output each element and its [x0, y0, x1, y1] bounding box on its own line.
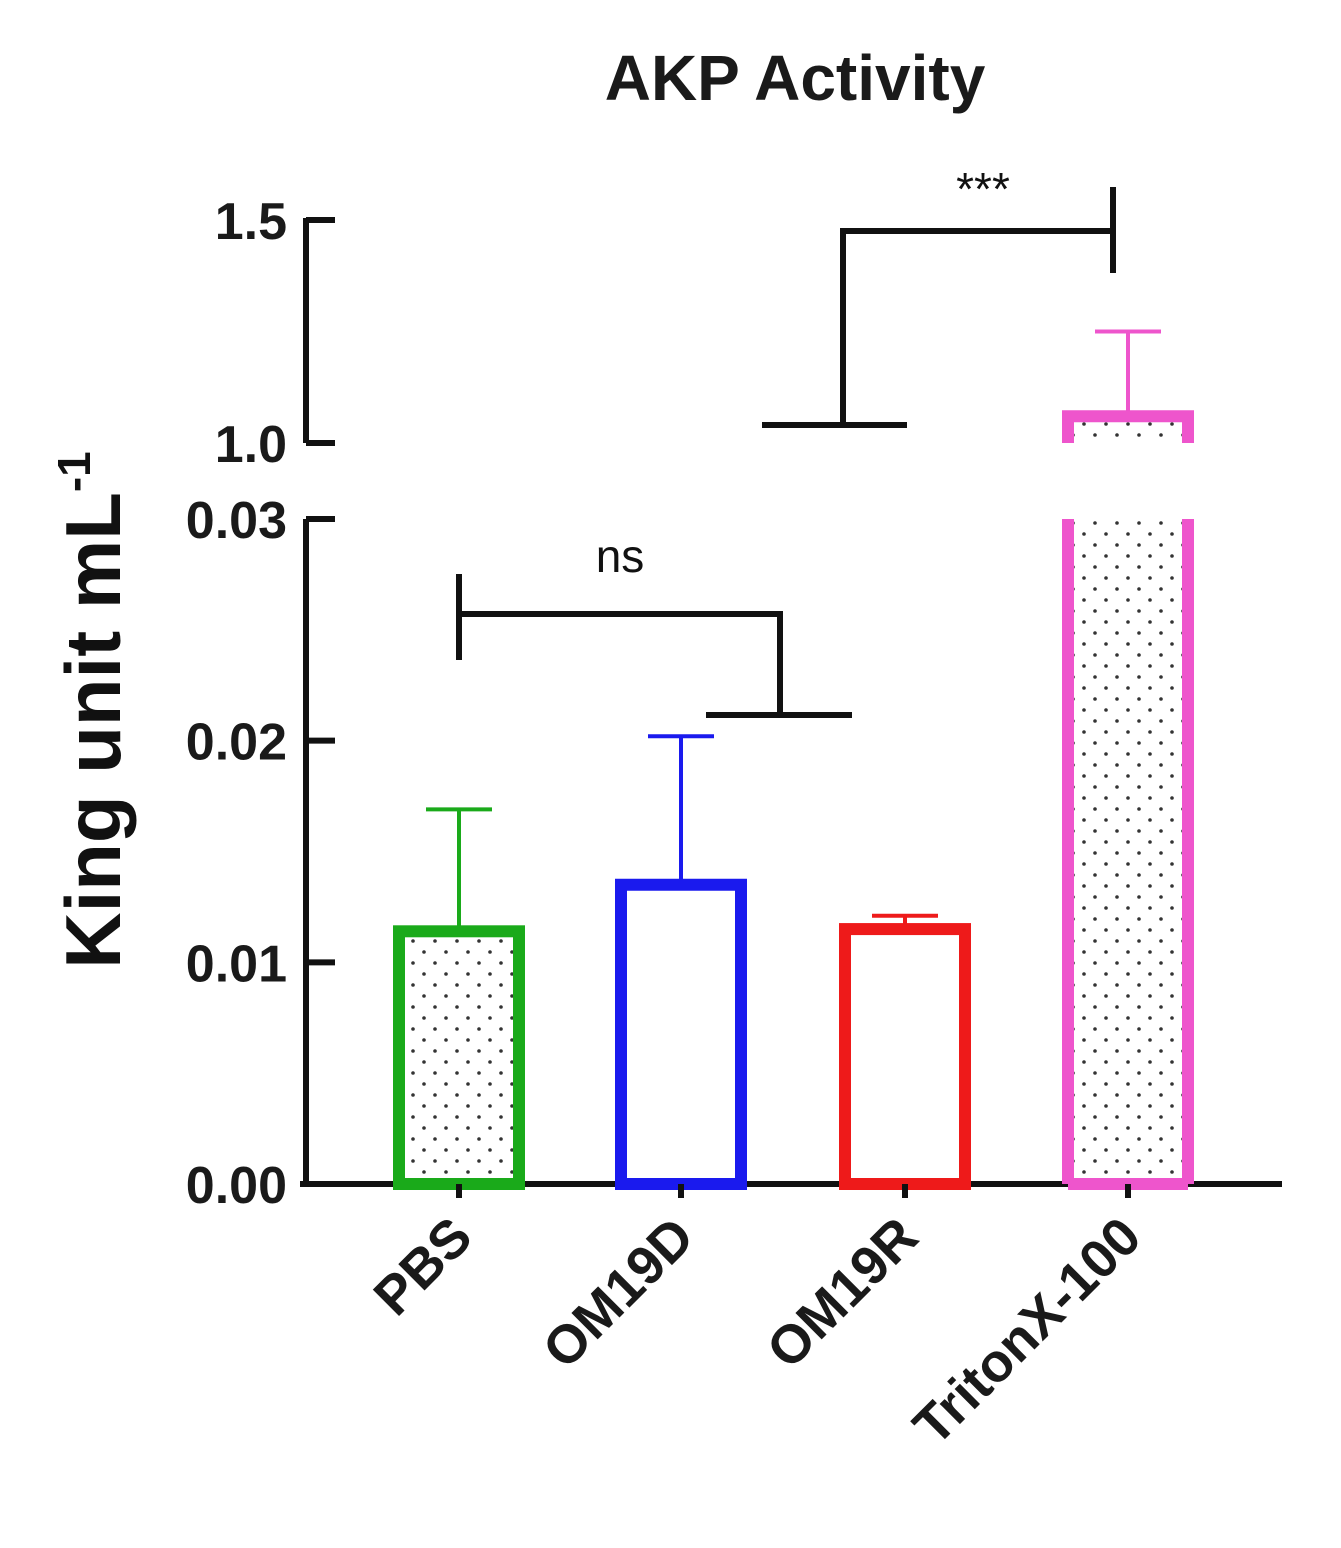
- y-tick-label: 0.02: [186, 714, 287, 772]
- y-tick-label: 0.01: [186, 935, 287, 993]
- significance-brackets: ns ***: [456, 163, 1116, 718]
- y-tick-label: 1.5: [215, 193, 287, 251]
- bar-body-lower: [1068, 519, 1188, 1184]
- svg-text:King unit mL-1: King unit mL-1: [48, 451, 137, 968]
- ns-label: ns: [596, 530, 645, 582]
- bar-tritonx-100: [1062, 329, 1194, 1190]
- bar-om19r: [839, 913, 971, 1190]
- bar-om19d: [615, 734, 747, 1190]
- bar-pbs: [393, 807, 525, 1190]
- y-ticks: 0.00 0.01 0.02 0.03 1.0 1.5: [186, 193, 335, 1215]
- bars: [393, 329, 1194, 1190]
- triple-star-bracket: [762, 187, 1116, 428]
- x-tick-label-tritonx-100: TritonX-100: [902, 1206, 1152, 1456]
- bar-outline-upper: [1062, 410, 1194, 443]
- bar-body: [393, 925, 525, 1190]
- y-axis-label: King unit mL-1: [48, 451, 137, 968]
- y-tick-label: 0.00: [186, 1157, 287, 1215]
- triple-star-label: ***: [956, 163, 1010, 215]
- y-axis-label-text: King unit mL: [49, 492, 137, 969]
- x-tick-label-pbs: PBS: [363, 1206, 484, 1327]
- y-tick-label: 1.0: [215, 416, 287, 474]
- x-tick-label-om19r: OM19R: [756, 1206, 930, 1380]
- chart-title: AKP Activity: [605, 42, 986, 114]
- x-tick-label-om19d: OM19D: [532, 1206, 706, 1380]
- bar-body: [839, 923, 971, 1190]
- ns-bracket: [456, 574, 852, 718]
- y-tick-label: 0.03: [186, 492, 287, 550]
- bar-body: [615, 878, 747, 1190]
- y-axis-label-superscript: -1: [48, 451, 100, 492]
